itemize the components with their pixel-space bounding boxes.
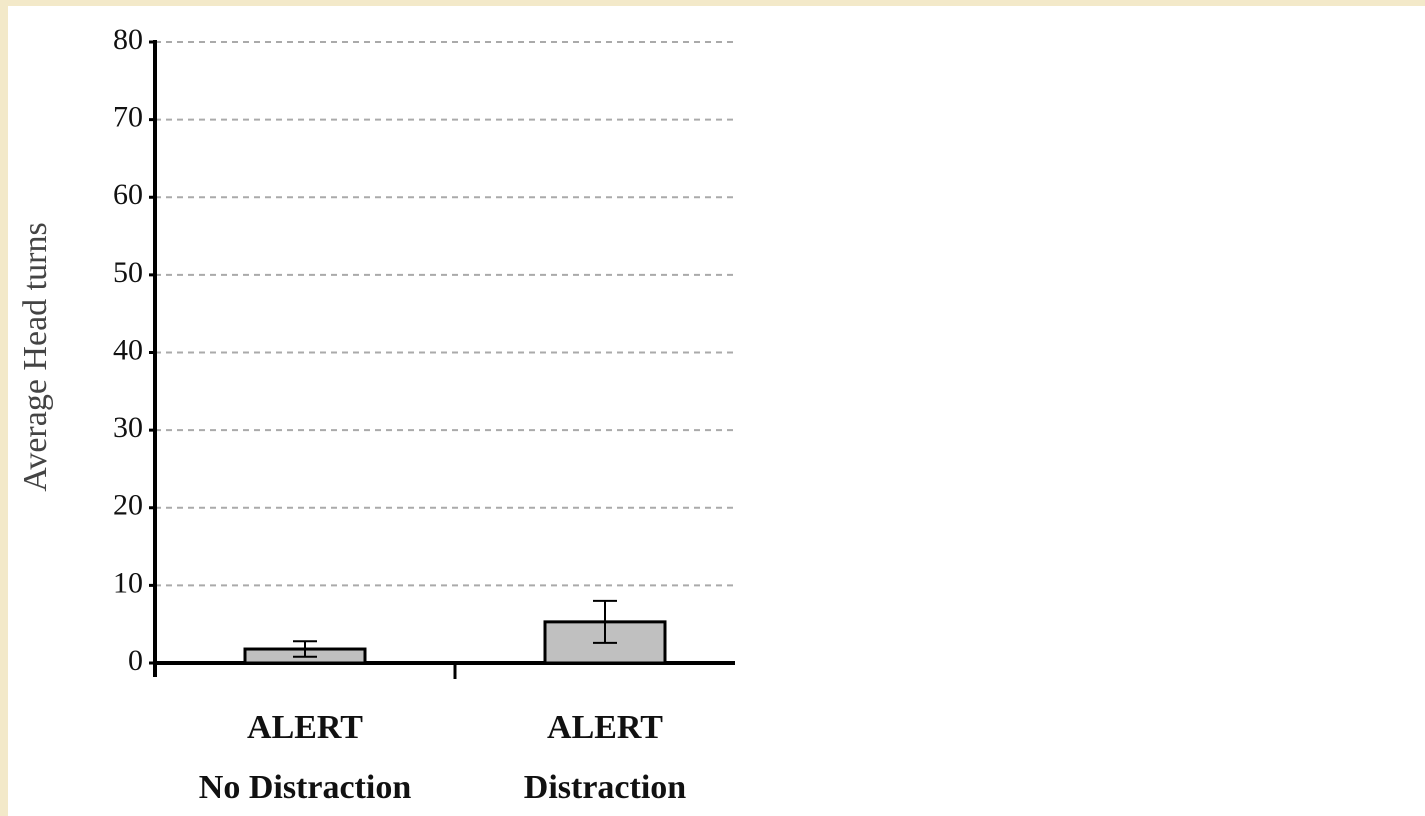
y-axis-label: Average Head turns: [17, 222, 54, 491]
x-tick-label: ALERT Distraction: [524, 709, 687, 806]
y-tick-label: 50: [113, 256, 143, 289]
x-tick-label: ALERT No Distraction: [199, 709, 412, 806]
error-bar: [293, 640, 317, 658]
y-tick-label: 70: [113, 101, 143, 134]
plot-background: [8, 6, 1425, 816]
y-tick-label: 20: [113, 489, 143, 522]
y-tick-label: 10: [113, 566, 143, 599]
y-tick-label: 60: [113, 178, 143, 211]
y-tick-label: 30: [113, 411, 143, 444]
error-bar: [593, 599, 617, 644]
y-tick-label: 80: [113, 23, 143, 56]
y-tick-label: 40: [113, 333, 143, 366]
y-tick-label: 0: [128, 644, 143, 677]
